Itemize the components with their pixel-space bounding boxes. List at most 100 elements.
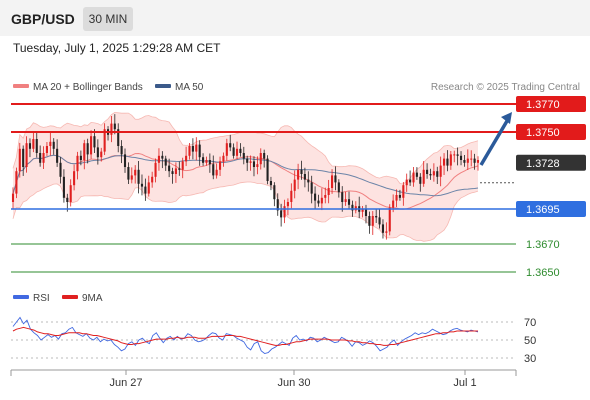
rsi-tick-label: 30 [524,353,536,365]
x-tick-label: Jun 30 [277,377,310,389]
candle-body [178,168,181,170]
candle-body [246,158,249,163]
candle-body [235,148,239,156]
candle-body [154,162,157,177]
candle-body [35,139,38,153]
candle-body [375,216,378,218]
candle-body [188,146,191,156]
candle-body [195,144,198,152]
candle-body [191,146,194,152]
rsi-legend-swatch [13,295,29,299]
candle-body [361,209,364,212]
candle-body [229,143,232,148]
timeframe-badge[interactable]: 30 MIN [83,7,133,31]
candle-body [456,154,459,156]
forecast-arrow-head [501,112,512,124]
candle-body [62,176,65,198]
candle-body [334,175,337,183]
rsi-ma-legend-swatch [62,295,78,299]
candle-body [15,171,18,194]
candle-body [157,155,161,163]
forecast-arrow [479,120,509,166]
candle-body [290,190,293,202]
candle-body [351,204,354,211]
candle-body [259,153,262,165]
candle-body [56,148,59,163]
candle-body [174,168,177,174]
candle-body [140,183,144,187]
candle-body [49,141,52,146]
candle-body [232,147,235,156]
candle-body [79,155,82,160]
candle-body [446,158,449,166]
candle-body [466,158,469,163]
candle-body [168,165,171,172]
candle-body [300,169,303,174]
ma20-legend-label: MA 20 + Bollinger Bands [33,82,143,93]
x-axis-ticks: Jun 27 Jun 30 Jul 1 [109,370,477,389]
candle-body [412,172,415,183]
candle-body [409,179,412,183]
candle-body [100,151,103,158]
candle-body [470,158,473,160]
candle-body [453,154,456,156]
candle-body [28,143,32,149]
source-credit: Research © 2025 Trading Central [431,82,580,93]
candle-body [402,185,405,198]
rsi-line [12,316,479,354]
candle-body [205,160,208,163]
candle-body [113,123,116,130]
candle-body [297,169,300,180]
candle-body [76,155,79,172]
candle-body [161,155,164,159]
x-tick-label: Jul 1 [453,377,476,389]
candle-body [286,202,289,207]
candle-body [52,141,55,149]
candle-body [96,147,99,158]
candle-body [202,157,205,163]
candle-body [225,143,228,156]
candle-body [59,162,62,177]
candle-body [66,197,69,202]
candle-body [127,167,130,180]
candle-body [310,182,313,194]
candle-body [215,169,218,176]
resistance-label: 1.3770 [526,99,560,111]
candle-body [303,174,306,180]
candle-body [263,153,266,159]
rsi-tick-label: 50 [524,335,536,347]
price-levels: 1.3770 1.3750 1.3728 1.3695 1.3670 1.3650 [11,96,586,279]
rsi-ma-line [12,326,478,346]
candle-body [164,158,167,166]
candle-body [388,207,391,232]
candle-body [341,192,344,202]
candle-body [218,161,222,170]
current-price-label-box [516,154,586,171]
candle-body [144,186,147,194]
candle-body [398,195,401,198]
candle-body [459,155,463,160]
candle-body [317,200,320,204]
candle-body [314,193,317,201]
candle-body [137,169,140,184]
candle-body [151,176,154,183]
candle-body [385,231,388,233]
rsi-tick-label: 70 [524,317,536,329]
candle-body [208,160,211,165]
target-label: 1.3670 [526,239,560,251]
support-label: 1.3695 [526,204,560,216]
candle-body [18,148,21,172]
candle-body [415,172,418,177]
candle-body [86,143,89,155]
candle-body [32,139,35,149]
candle-body [239,148,242,153]
candle-body [130,175,133,180]
candle-body [344,199,347,202]
candle-body [120,146,123,155]
candle-body [123,154,127,167]
candle-body [110,123,113,135]
ma50-legend-swatch [155,84,171,88]
candle-body [324,195,327,198]
candle-body [73,171,76,186]
